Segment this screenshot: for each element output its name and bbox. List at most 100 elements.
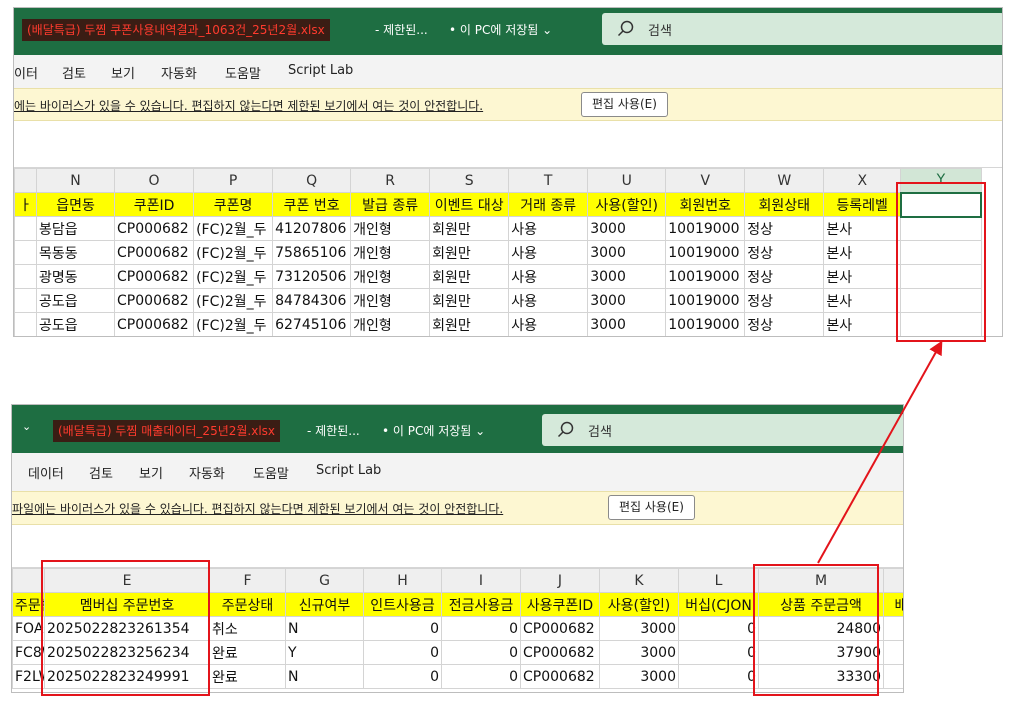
header-cell[interactable]: ㅏ <box>15 193 37 217</box>
cell[interactable]: 3000 <box>588 265 666 289</box>
cell[interactable]: 3000 <box>600 617 679 641</box>
search-box[interactable]: 검색 <box>542 414 904 446</box>
header-cell[interactable]: 인트사용금 <box>364 593 442 617</box>
column-letter[interactable]: K <box>600 569 679 593</box>
cell[interactable] <box>884 641 905 665</box>
menu-data[interactable]: 데이터 <box>28 463 64 482</box>
header-cell[interactable]: 쿠폰명 <box>194 193 273 217</box>
cell[interactable]: 0 <box>679 641 759 665</box>
column-letter[interactable]: X <box>824 169 901 193</box>
column-letter[interactable]: W <box>745 169 824 193</box>
cell[interactable]: N <box>286 665 364 689</box>
cell[interactable]: Y <box>286 641 364 665</box>
header-cell[interactable]: 읍면동 <box>37 193 115 217</box>
cell[interactable]: FOAC <box>13 617 45 641</box>
cell[interactable]: CP000682 <box>115 265 194 289</box>
menu-help[interactable]: 도움말 <box>253 463 289 482</box>
column-letter[interactable] <box>884 569 905 593</box>
menu-review[interactable]: 검토 <box>89 463 113 482</box>
cell[interactable]: 3000 <box>600 665 679 689</box>
column-letter[interactable]: J <box>521 569 600 593</box>
header-cell[interactable]: 주문번 <box>13 593 45 617</box>
cell[interactable]: 공도읍 <box>37 313 115 337</box>
header-cell[interactable]: 쿠폰 번호 <box>273 193 351 217</box>
cell[interactable]: N <box>286 617 364 641</box>
header-cell[interactable]: 사용(할인) <box>588 193 666 217</box>
column-letter[interactable]: V <box>666 169 745 193</box>
cell[interactable]: 본사 <box>824 313 901 337</box>
column-letter[interactable]: I <box>442 569 521 593</box>
column-letter[interactable]: F <box>210 569 286 593</box>
cell[interactable] <box>15 265 37 289</box>
menu-help[interactable]: 도움말 <box>225 63 261 82</box>
cell[interactable]: 10019000 <box>666 289 745 313</box>
save-location-dropdown[interactable]: • 이 PC에 저장됨 ⌄ <box>449 19 552 41</box>
cell[interactable] <box>884 617 905 641</box>
cell[interactable]: 41207806 <box>273 217 351 241</box>
cell[interactable]: 10019000 <box>666 265 745 289</box>
header-cell[interactable]: 사용(할인) <box>600 593 679 617</box>
column-letter[interactable]: H <box>364 569 442 593</box>
column-letter[interactable]: O <box>115 169 194 193</box>
cell[interactable]: FC8W <box>13 641 45 665</box>
cell[interactable]: 개인형 <box>351 241 430 265</box>
cell[interactable]: 개인형 <box>351 289 430 313</box>
cell[interactable]: 회원만 <box>430 313 509 337</box>
cell[interactable]: 10019000 <box>666 313 745 337</box>
cell[interactable] <box>15 289 37 313</box>
cell[interactable]: 0 <box>442 665 521 689</box>
header-cell[interactable]: 등록레벨 <box>824 193 901 217</box>
cell[interactable]: 회원만 <box>430 289 509 313</box>
cell[interactable]: 3000 <box>588 289 666 313</box>
cell[interactable]: 84784306 <box>273 289 351 313</box>
quick-access-dropdown-icon[interactable]: ⌄ <box>22 420 31 433</box>
cell[interactable]: 취소 <box>210 617 286 641</box>
cell[interactable]: 개인형 <box>351 313 430 337</box>
cell[interactable]: 0 <box>679 665 759 689</box>
menu-automate[interactable]: 자동화 <box>161 63 197 82</box>
cell[interactable]: 완료 <box>210 641 286 665</box>
cell[interactable]: 공도읍 <box>37 289 115 313</box>
cell[interactable]: 목동동 <box>37 241 115 265</box>
cell[interactable]: 73120506 <box>273 265 351 289</box>
cell[interactable]: 0 <box>364 665 442 689</box>
cell[interactable]: (FC)2월_두 <box>194 313 273 337</box>
cell[interactable] <box>15 217 37 241</box>
cell[interactable]: 사용 <box>509 313 588 337</box>
cell[interactable]: 회원만 <box>430 217 509 241</box>
cell[interactable]: 정상 <box>745 265 824 289</box>
menu-view[interactable]: 보기 <box>111 63 135 82</box>
header-cell[interactable]: 주문상태 <box>210 593 286 617</box>
column-letter[interactable]: P <box>194 169 273 193</box>
cell[interactable]: (FC)2월_두 <box>194 241 273 265</box>
cell[interactable]: 10019000 <box>666 241 745 265</box>
cell[interactable]: 사용 <box>509 289 588 313</box>
cell[interactable]: (FC)2월_두 <box>194 289 273 313</box>
cell[interactable]: 회원만 <box>430 241 509 265</box>
cell[interactable]: CP000682 <box>115 241 194 265</box>
cell[interactable]: 0 <box>364 617 442 641</box>
cell[interactable]: 본사 <box>824 241 901 265</box>
column-letter[interactable]: G <box>286 569 364 593</box>
cell[interactable]: 0 <box>442 641 521 665</box>
header-cell[interactable]: 발급 종류 <box>351 193 430 217</box>
cell[interactable]: 사용 <box>509 241 588 265</box>
cell[interactable]: 사용 <box>509 265 588 289</box>
enable-editing-button[interactable]: 편집 사용(E) <box>581 92 668 117</box>
cell[interactable]: CP000682 <box>521 617 600 641</box>
header-cell[interactable]: 신규여부 <box>286 593 364 617</box>
column-letter[interactable]: N <box>37 169 115 193</box>
column-letter[interactable]: U <box>588 169 666 193</box>
menu-script-lab[interactable]: Script Lab <box>288 63 353 78</box>
cell[interactable]: 정상 <box>745 241 824 265</box>
header-cell[interactable]: 버십(CJON <box>679 593 759 617</box>
cell[interactable]: CP000682 <box>115 313 194 337</box>
cell[interactable]: 3000 <box>588 313 666 337</box>
cell[interactable]: 본사 <box>824 289 901 313</box>
cell[interactable]: CP000682 <box>521 641 600 665</box>
save-location-dropdown[interactable]: • 이 PC에 저장됨 ⌄ <box>382 420 485 442</box>
cell[interactable]: 정상 <box>745 313 824 337</box>
cell[interactable]: 사용 <box>509 217 588 241</box>
header-cell[interactable]: 회원번호 <box>666 193 745 217</box>
cell[interactable]: 3000 <box>600 641 679 665</box>
